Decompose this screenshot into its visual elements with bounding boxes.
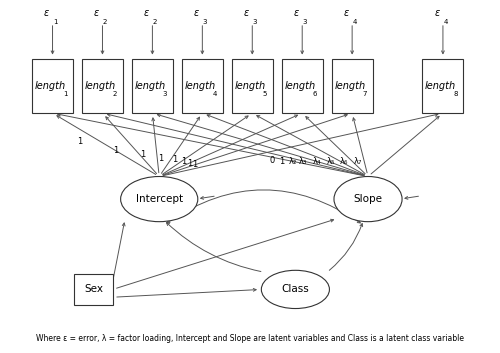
Text: Class: Class: [282, 285, 310, 294]
Text: 3: 3: [163, 91, 168, 97]
Text: λ₆: λ₆: [340, 157, 348, 166]
Text: 3: 3: [302, 19, 307, 25]
Text: λ₃: λ₃: [298, 157, 307, 166]
Text: ε: ε: [344, 8, 349, 18]
Text: ε: ε: [94, 8, 100, 18]
FancyBboxPatch shape: [422, 59, 464, 113]
Text: ε: ε: [294, 8, 299, 18]
Text: ε: ε: [434, 8, 440, 18]
Text: 5: 5: [263, 91, 267, 97]
Text: 4: 4: [352, 19, 357, 25]
Ellipse shape: [262, 270, 330, 309]
Text: 1: 1: [192, 160, 197, 169]
FancyBboxPatch shape: [74, 274, 112, 305]
Text: ε: ε: [144, 8, 149, 18]
Text: λ₂: λ₂: [288, 157, 297, 166]
Text: 1: 1: [63, 91, 68, 97]
Text: 7: 7: [362, 91, 367, 97]
Text: length: length: [234, 81, 266, 91]
Text: 1: 1: [279, 157, 284, 166]
Text: 0: 0: [269, 156, 274, 165]
FancyBboxPatch shape: [232, 59, 272, 113]
Text: 1: 1: [53, 19, 58, 25]
Text: 1: 1: [182, 157, 187, 166]
Text: 4: 4: [213, 91, 217, 97]
Text: λ₅: λ₅: [326, 157, 335, 166]
Text: 8: 8: [454, 91, 458, 97]
Text: 4: 4: [444, 19, 448, 25]
Text: 2: 2: [153, 19, 158, 25]
Text: length: length: [34, 81, 66, 91]
Text: 1: 1: [172, 155, 178, 164]
Text: 2: 2: [113, 91, 117, 97]
Text: λ₇: λ₇: [354, 157, 362, 166]
Text: length: length: [184, 81, 216, 91]
FancyBboxPatch shape: [332, 59, 372, 113]
Text: λ₄: λ₄: [313, 157, 322, 166]
Text: length: length: [334, 81, 366, 91]
Text: Intercept: Intercept: [136, 194, 183, 204]
Text: ε: ε: [194, 8, 199, 18]
Text: 2: 2: [103, 19, 108, 25]
Ellipse shape: [334, 176, 402, 222]
Text: ε: ε: [44, 8, 50, 18]
Text: Sex: Sex: [84, 285, 103, 294]
Text: 1: 1: [77, 137, 82, 146]
FancyBboxPatch shape: [282, 59, 323, 113]
Text: 1: 1: [158, 154, 163, 163]
Text: Where ε = error, λ = factor loading, Intercept and Slope are latent variables an: Where ε = error, λ = factor loading, Int…: [36, 334, 464, 343]
Text: 6: 6: [312, 91, 317, 97]
Text: 1: 1: [140, 150, 145, 160]
Text: length: length: [134, 81, 166, 91]
Ellipse shape: [120, 176, 198, 222]
Text: 1: 1: [188, 159, 192, 168]
Text: 3: 3: [252, 19, 257, 25]
FancyBboxPatch shape: [132, 59, 173, 113]
Text: 3: 3: [203, 19, 207, 25]
Text: length: length: [84, 81, 116, 91]
FancyBboxPatch shape: [32, 59, 73, 113]
FancyBboxPatch shape: [82, 59, 123, 113]
Text: Slope: Slope: [354, 194, 382, 204]
Text: 1: 1: [114, 146, 118, 155]
Text: length: length: [425, 81, 456, 91]
FancyBboxPatch shape: [182, 59, 223, 113]
Text: length: length: [284, 81, 316, 91]
Text: ε: ε: [244, 8, 249, 18]
